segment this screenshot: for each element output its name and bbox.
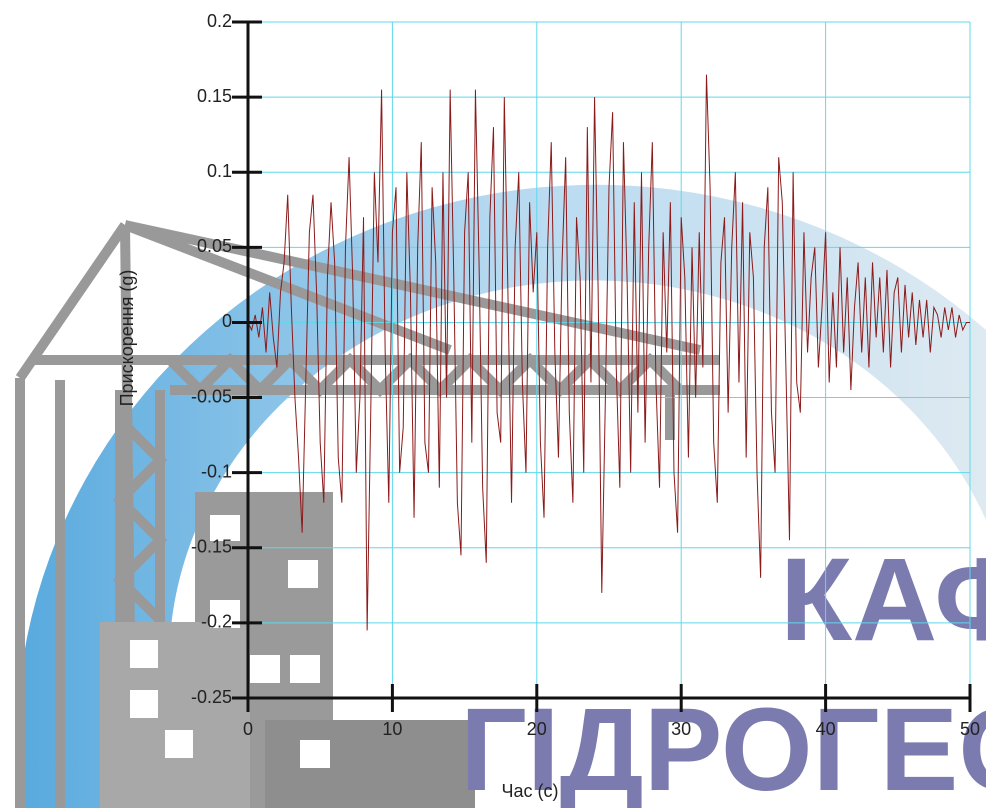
- y-tick-label: -0.05: [191, 386, 232, 406]
- data-line: [247, 74, 970, 631]
- y-tick-label: 0: [222, 311, 232, 331]
- y-tick-label: -0.1: [201, 461, 232, 481]
- x-tick-label: 0: [243, 719, 253, 739]
- y-tick-label: 0.1: [207, 161, 232, 181]
- y-tick-label: -0.15: [191, 537, 232, 557]
- x-tick-label: 50: [960, 719, 980, 739]
- watermark-text: ГІДРОГЕО: [460, 684, 986, 808]
- y-tick-label: -0.25: [191, 687, 232, 707]
- y-axis-label: Прискорення (g): [117, 270, 137, 407]
- watermark-text: КАФ: [780, 534, 986, 666]
- x-axis-label: Час (с): [502, 781, 559, 801]
- x-tick-label: 10: [382, 719, 402, 739]
- x-tick-label: 30: [671, 719, 691, 739]
- y-tick-label: -0.2: [201, 612, 232, 632]
- y-tick-label: 0.15: [197, 86, 232, 106]
- x-tick-label: 40: [816, 719, 836, 739]
- background-logo: КАФ ГІДРОГЕО: [15, 184, 986, 808]
- y-tick-label: 0.2: [207, 11, 232, 31]
- y-tick-label: 0.05: [197, 236, 232, 256]
- x-tick-label: 20: [527, 719, 547, 739]
